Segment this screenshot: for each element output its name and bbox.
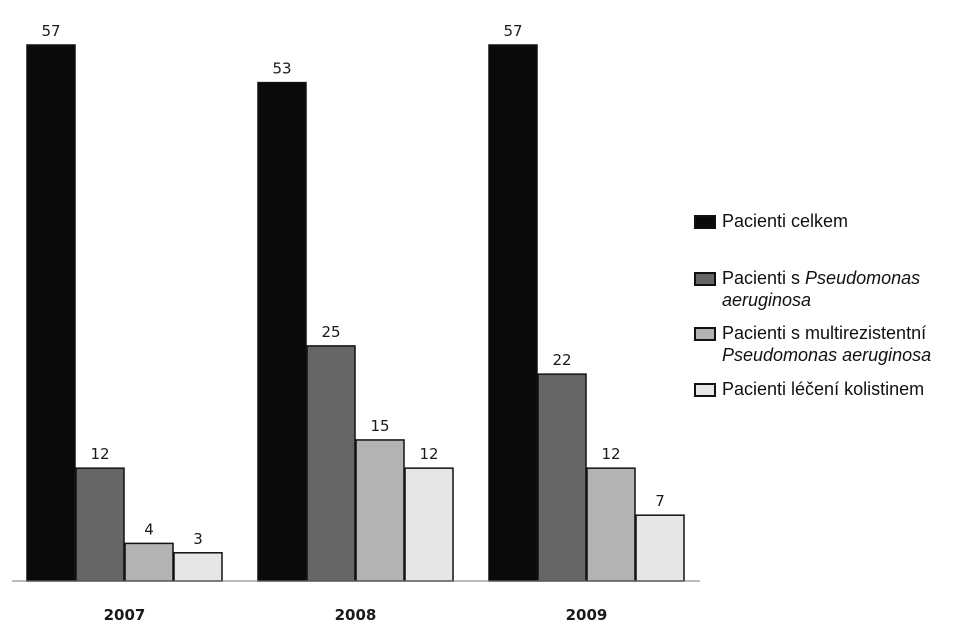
bar-2007-multiresistant	[124, 542, 174, 582]
data-label-2007-multiresistant: 4	[144, 520, 154, 538]
category-labels-group: 2007 2008 2009	[104, 606, 608, 624]
bars-group	[26, 44, 685, 582]
legend-label-multiresistant: Pacienti s multirezistentní Pseudomonas …	[722, 323, 932, 365]
legend-item-multiresistant: Pacienti s multirezistentní Pseudomonas …	[694, 322, 931, 366]
bar-2009-pseudomonas	[537, 373, 587, 582]
data-label-2008-total: 53	[272, 60, 291, 78]
legend-swatch-colistin	[694, 383, 716, 397]
bar-2008-colistin	[404, 467, 454, 582]
data-label-2009-colistin: 7	[655, 492, 665, 510]
bar-2008-total	[257, 81, 307, 582]
data-label-2008-colistin: 12	[419, 445, 438, 463]
category-label-2007: 2007	[104, 606, 146, 624]
bar-2008-pseudomonas	[306, 345, 356, 582]
legend-label-colistin: Pacienti léčení kolistinem	[722, 379, 925, 399]
legend-swatch-total	[694, 215, 716, 229]
bar-2009-total	[488, 44, 538, 582]
bar-2007-total	[26, 44, 76, 582]
data-label-2007-total: 57	[41, 22, 60, 40]
data-label-2009-total: 57	[503, 22, 522, 40]
data-label-2007-pseudomonas: 12	[90, 445, 109, 463]
category-label-2008: 2008	[335, 606, 377, 624]
data-label-2008-multiresistant: 15	[370, 417, 389, 435]
data-label-2009-pseudomonas: 22	[552, 351, 571, 369]
legend-item-colistin: Pacienti léčení kolistinem	[694, 378, 924, 400]
value-labels-group: 57 12 4 3 53 25 15 12 57 22 12 7	[41, 22, 664, 548]
legend-swatch-multiresistant	[694, 327, 716, 341]
bar-2008-multiresistant	[355, 439, 405, 582]
bar-2009-colistin	[635, 514, 685, 582]
legend-label-pseudomonas: Pacienti s Pseudomonas aeruginosa	[722, 268, 921, 310]
bar-2007-colistin	[173, 552, 223, 582]
data-label-2007-colistin: 3	[193, 530, 203, 548]
legend-item-pseudomonas: Pacienti s Pseudomonas aeruginosa	[694, 267, 920, 311]
data-label-2009-multiresistant: 12	[601, 445, 620, 463]
legend-item-total: Pacienti celkem	[694, 210, 848, 232]
legend-swatch-pseudomonas	[694, 272, 716, 286]
category-label-2009: 2009	[566, 606, 608, 624]
data-label-2008-pseudomonas: 25	[321, 323, 340, 341]
bar-2009-multiresistant	[586, 467, 636, 582]
legend-label-total: Pacienti celkem	[722, 211, 849, 231]
bar-2007-pseudomonas	[75, 467, 125, 582]
